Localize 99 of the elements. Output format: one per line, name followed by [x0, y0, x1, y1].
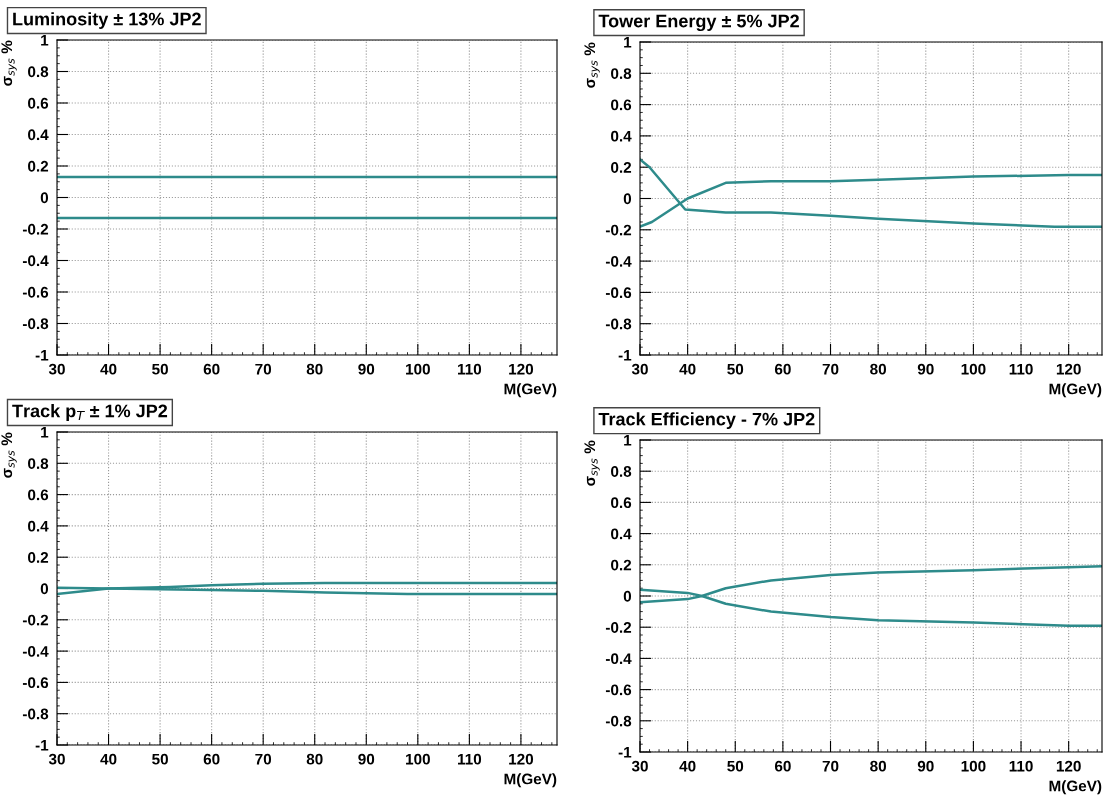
y-tick-label: -0.2	[22, 223, 49, 235]
y-tick-label: -0.6	[22, 286, 49, 298]
y-tick-label: 0.8	[28, 66, 49, 78]
chart-title: Track p$_{T}$ ± 1% JP2	[12, 404, 168, 421]
y-tick-label: 1	[41, 35, 49, 46]
x-tick-label: 40	[679, 363, 696, 375]
x-tick-label: 40	[100, 363, 117, 375]
y-tick-label: -1	[618, 350, 632, 361]
y-tick-label: -0.6	[22, 677, 49, 689]
y-tick-label: 0.4	[611, 528, 632, 540]
y-tick-label: 0	[40, 192, 49, 204]
y-tick-label: 0	[40, 583, 49, 595]
x-axis-title: M(GeV)	[504, 383, 557, 398]
y-tick-label: 1	[41, 427, 49, 438]
y-tick-label: -0.8	[22, 708, 49, 720]
x-tick-label: 60	[203, 363, 220, 375]
x-tick-label: 50	[152, 753, 168, 765]
y-axis-title: σ$_{sys}$ %	[584, 42, 600, 88]
y-tick-label: -0.6	[605, 684, 632, 696]
y-axis-title: σ$_{sys}$ %	[584, 440, 600, 486]
x-tick-label: 70	[822, 760, 839, 772]
x-tick-label: 100	[961, 363, 986, 375]
chart-title: Luminosity ± 13% JP2	[13, 12, 201, 29]
x-axis-title: M(GeV)	[1049, 383, 1102, 398]
y-tick-label: 0.6	[611, 99, 632, 111]
x-tick-label: 90	[358, 753, 375, 765]
x-tick-label: 30	[48, 753, 65, 765]
y-tick-label: -1	[35, 350, 49, 361]
x-tick-label: 60	[774, 363, 791, 375]
chart-title: Track Efficiency - 7% JP2	[598, 412, 815, 430]
y-axis-title: σ$_{sys}$ %	[1, 40, 17, 86]
line-series	[640, 158, 1102, 228]
y-tick-label: -0.2	[22, 614, 49, 626]
x-tick-label: 80	[306, 753, 323, 765]
x-tick-label: 120	[1056, 760, 1081, 772]
x-tick-label: 30	[631, 363, 648, 375]
x-tick-label: 90	[358, 363, 375, 375]
y-tick-label: 0	[623, 590, 632, 602]
x-tick-label: 40	[100, 753, 117, 765]
x-tick-label: 110	[1009, 363, 1033, 375]
x-tick-label: 30	[631, 760, 648, 772]
y-tick-label: -1	[618, 747, 632, 758]
y-tick-label: 0	[623, 193, 632, 205]
line-series	[57, 586, 557, 596]
x-tick-label: 50	[727, 760, 744, 772]
x-tick-label: 70	[255, 753, 272, 765]
x-axis-title: M(GeV)	[504, 773, 557, 788]
x-tick-label: 120	[1056, 363, 1081, 375]
x-tick-label: 60	[203, 753, 220, 765]
x-tick-label: 60	[774, 760, 791, 772]
y-tick-label: 0.2	[611, 559, 632, 571]
x-tick-label: 90	[917, 363, 934, 375]
y-tick-label: 0.6	[28, 97, 49, 109]
x-tick-label: 80	[870, 363, 887, 375]
x-tick-label: 100	[406, 753, 430, 765]
x-axis-title: M(GeV)	[1049, 780, 1102, 795]
y-tick-label: 0.2	[28, 160, 49, 172]
y-tick-label: 0.4	[611, 130, 632, 142]
x-tick-label: 120	[509, 753, 534, 765]
x-tick-label: 120	[509, 363, 534, 375]
y-tick-label: 0.6	[611, 497, 632, 509]
y-tick-label: -0.2	[605, 224, 632, 236]
x-tick-label: 50	[152, 363, 168, 375]
x-tick-label: 80	[306, 363, 323, 375]
y-tick-label: 1	[624, 37, 632, 48]
y-tick-label: -0.4	[605, 653, 632, 665]
x-tick-label: 70	[255, 363, 272, 375]
y-tick-label: 1	[624, 435, 632, 446]
y-tick-label: -0.8	[605, 318, 632, 330]
y-tick-label: -0.8	[22, 318, 49, 330]
y-tick-label: 0.4	[28, 520, 49, 532]
line-series	[57, 581, 557, 596]
y-tick-label: -0.2	[605, 622, 632, 633]
y-tick-label: 0.2	[611, 162, 632, 173]
y-tick-label: -0.4	[605, 255, 632, 267]
y-axis-title: σ$_{sys}$ %	[1, 432, 17, 478]
x-tick-label: 110	[458, 753, 482, 765]
y-tick-label: -0.6	[605, 287, 632, 299]
y-tick-label: -0.8	[605, 715, 632, 727]
x-tick-label: 70	[822, 363, 839, 375]
x-tick-label: 90	[917, 760, 934, 772]
y-tick-label: 0.8	[611, 68, 632, 79]
y-tick-label: 0.2	[28, 552, 49, 563]
y-tick-label: -1	[35, 740, 49, 751]
x-tick-label: 80	[870, 760, 887, 772]
y-tick-label: 0.8	[28, 458, 49, 469]
y-tick-label: -0.4	[22, 645, 49, 657]
y-tick-label: 0.8	[611, 466, 632, 477]
y-tick-label: 0.6	[28, 489, 49, 501]
x-tick-label: 110	[458, 363, 482, 375]
chart-title: Tower Energy ± 5% JP2	[598, 14, 799, 32]
x-tick-label: 110	[1009, 760, 1033, 772]
x-tick-label: 50	[727, 363, 744, 375]
x-tick-label: 40	[679, 760, 696, 772]
x-tick-label: 100	[961, 760, 986, 772]
x-tick-label: 30	[48, 363, 65, 375]
y-tick-label: 0.4	[28, 129, 49, 141]
y-tick-label: -0.4	[22, 255, 49, 267]
x-tick-label: 100	[406, 363, 430, 375]
